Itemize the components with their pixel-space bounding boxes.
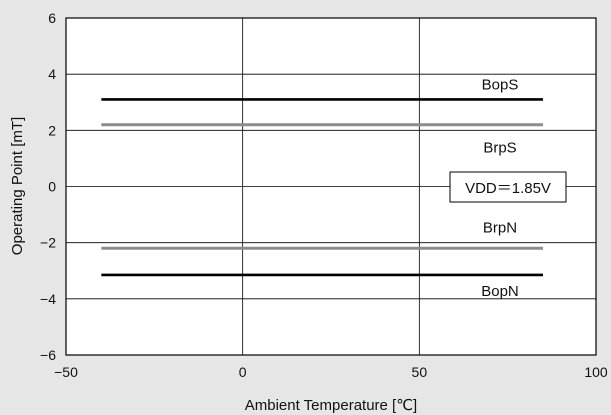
y-tick-label: 0: [48, 179, 56, 195]
series-label-brpn: BrpN: [483, 219, 517, 236]
x-tick-labels: −50 0 50 100: [54, 364, 608, 380]
vdd-annotation: VDD＝1.85V: [449, 171, 567, 203]
x-tick-label: 50: [412, 364, 428, 380]
x-tick-label: 0: [239, 364, 247, 380]
vdd-annotation-text: VDD＝1.85V: [465, 180, 551, 197]
x-axis-title: Ambient Temperature [℃]: [245, 397, 417, 414]
x-tick-label: 100: [584, 364, 608, 380]
y-axis-title: Operating Point [mT]: [9, 117, 26, 255]
y-tick-labels: −6 −4 −2 0 2 4 6: [40, 10, 56, 363]
x-tick-label: −50: [54, 364, 78, 380]
series-label-brps: BrpS: [483, 140, 516, 157]
series-labels: BopS BrpS BrpN BopN: [481, 76, 519, 300]
y-tick-label: 4: [48, 66, 56, 82]
series-label-bopn: BopN: [481, 283, 519, 300]
y-tick-label: 6: [48, 10, 56, 26]
y-tick-label: −6: [40, 347, 56, 363]
y-tick-label: −2: [40, 235, 56, 251]
y-tick-label: 2: [48, 122, 56, 138]
grid-lines: [66, 18, 596, 355]
vdd-annotation-box: [449, 171, 567, 203]
y-tick-label: −4: [40, 291, 56, 307]
series-label-bops: BopS: [482, 76, 519, 93]
series-lines: [101, 98, 543, 277]
